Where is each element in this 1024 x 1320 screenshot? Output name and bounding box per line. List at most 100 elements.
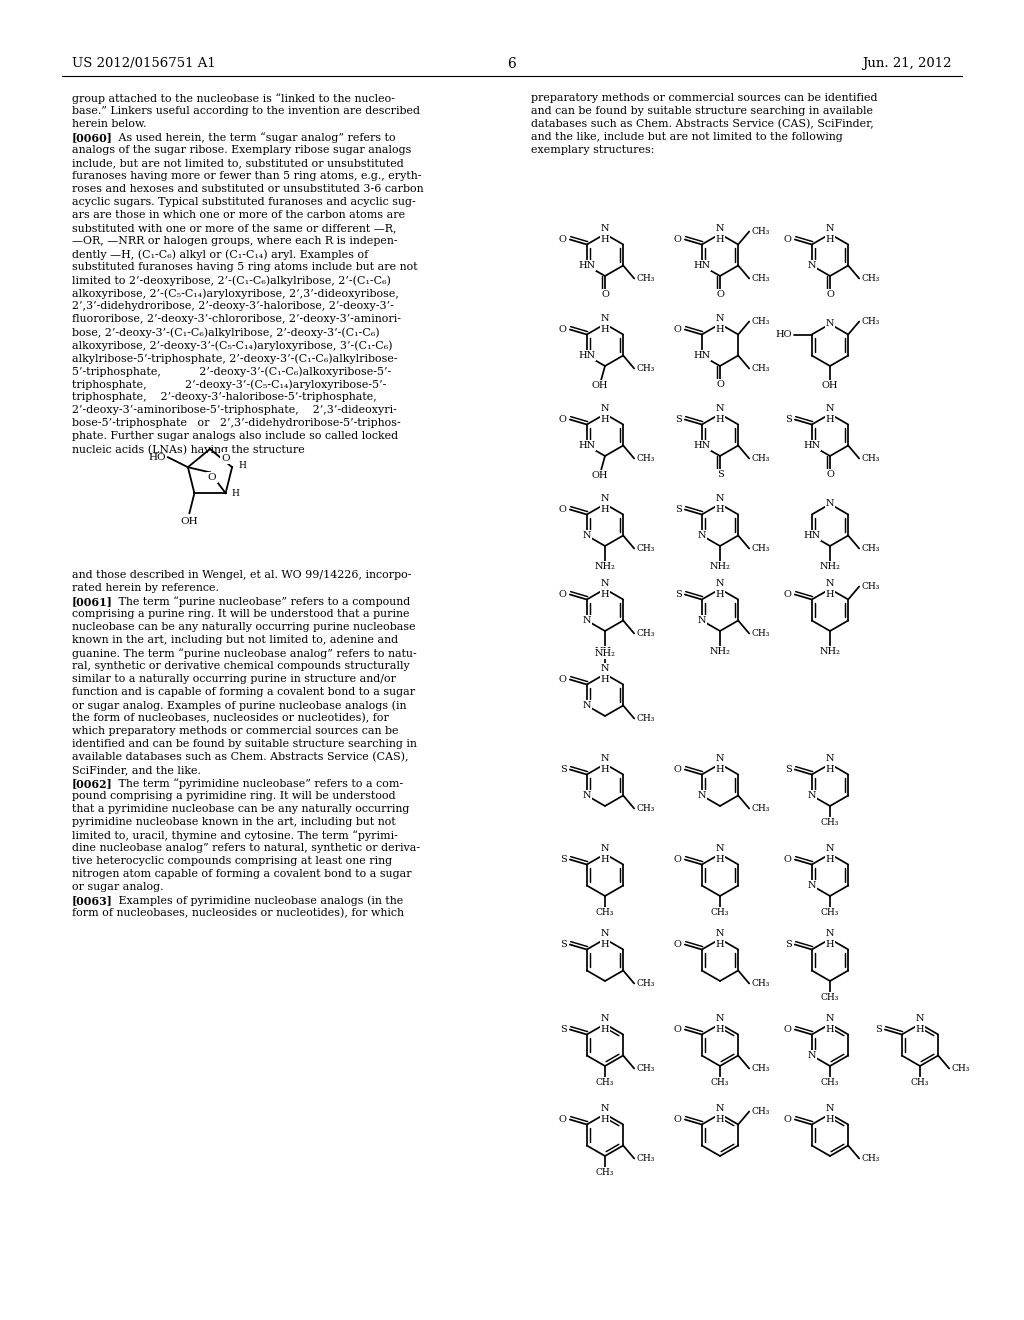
Text: N
H: N H: [601, 494, 609, 513]
Text: 2’,3’-didehydroribose, 2’-deoxy-3’-haloribose, 2’-deoxy-3’-: 2’,3’-didehydroribose, 2’-deoxy-3’-halor…: [72, 301, 394, 312]
Text: O: O: [784, 1115, 792, 1125]
Text: N: N: [697, 616, 707, 624]
Text: preparatory methods or commercial sources can be identified: preparatory methods or commercial source…: [531, 92, 878, 103]
Text: or sugar analog.: or sugar analog.: [72, 882, 164, 892]
Text: The term “purine nucleobase” refers to a compound: The term “purine nucleobase” refers to a…: [108, 597, 411, 607]
Text: function and is capable of forming a covalent bond to a sugar: function and is capable of forming a cov…: [72, 686, 415, 697]
Text: CH₃: CH₃: [861, 454, 880, 463]
Text: N
H: N H: [825, 845, 835, 863]
Text: —OR, —NRR or halogen groups, where each R is indepen-: —OR, —NRR or halogen groups, where each …: [72, 236, 397, 246]
Text: H: H: [231, 488, 240, 498]
Text: nitrogen atom capable of forming a covalent bond to a sugar: nitrogen atom capable of forming a coval…: [72, 869, 412, 879]
Text: S: S: [560, 1026, 567, 1034]
Text: OH: OH: [592, 471, 608, 480]
Text: O: O: [222, 454, 230, 462]
Text: NH₂: NH₂: [595, 647, 615, 656]
Text: CH₃: CH₃: [752, 630, 770, 638]
Text: ars are those in which one or more of the carbon atoms are: ars are those in which one or more of th…: [72, 210, 406, 220]
Text: fluororibose, 2’-deoxy-3’-chlororibose, 2’-deoxy-3’-aminori-: fluororibose, 2’-deoxy-3’-chlororibose, …: [72, 314, 401, 323]
Text: N
H: N H: [825, 404, 835, 424]
Text: CH₃: CH₃: [821, 818, 840, 828]
Text: HO: HO: [148, 453, 166, 462]
Text: NH₂: NH₂: [819, 647, 841, 656]
Text: ral, synthetic or derivative chemical compounds structurally: ral, synthetic or derivative chemical co…: [72, 661, 410, 671]
Text: dently —H, (C₁-C₆) alkyl or (C₁-C₁₄) aryl. Examples of: dently —H, (C₁-C₆) alkyl or (C₁-C₁₄) ary…: [72, 249, 369, 260]
Text: N: N: [808, 880, 816, 890]
Text: CH₃: CH₃: [821, 1078, 840, 1086]
Text: N: N: [825, 319, 835, 329]
Text: Jun. 21, 2012: Jun. 21, 2012: [862, 57, 952, 70]
Text: HN: HN: [803, 531, 820, 540]
Text: and the like, include but are not limited to the following: and the like, include but are not limite…: [531, 132, 843, 143]
Text: OH: OH: [180, 516, 199, 525]
Text: roses and hexoses and substituted or unsubstituted 3-6 carbon: roses and hexoses and substituted or uns…: [72, 183, 424, 194]
Text: N
H: N H: [716, 1014, 724, 1034]
Text: CH₃: CH₃: [636, 454, 654, 463]
Text: N: N: [825, 499, 835, 508]
Text: N
H: N H: [716, 314, 724, 334]
Text: O: O: [674, 940, 682, 949]
Text: OH: OH: [592, 381, 608, 389]
Text: alkoxyribose, 2’-deoxy-3’-(C₅-C₁₄)aryloxyribose, 3’-(C₁-C₆): alkoxyribose, 2’-deoxy-3’-(C₅-C₁₄)arylox…: [72, 341, 392, 351]
Text: N: N: [808, 261, 816, 271]
Text: databases such as Chem. Abstracts Service (CAS), SciFinder,: databases such as Chem. Abstracts Servic…: [531, 119, 873, 129]
Text: N
H: N H: [825, 929, 835, 949]
Text: O: O: [784, 1026, 792, 1034]
Text: N: N: [583, 531, 591, 540]
Text: N
H: N H: [601, 664, 609, 684]
Text: NH₂: NH₂: [710, 647, 730, 656]
Text: 6: 6: [508, 57, 516, 71]
Text: N: N: [697, 791, 707, 800]
Text: CH₃: CH₃: [636, 1064, 654, 1073]
Text: CH₃: CH₃: [711, 908, 729, 917]
Text: similar to a naturally occurring purine in structure and/or: similar to a naturally occurring purine …: [72, 675, 396, 684]
Text: N
H: N H: [601, 404, 609, 424]
Text: S: S: [785, 766, 792, 774]
Text: base.” Linkers useful according to the invention are described: base.” Linkers useful according to the i…: [72, 106, 420, 116]
Text: phate. Further sugar analogs also include so called locked: phate. Further sugar analogs also includ…: [72, 432, 398, 441]
Text: HN: HN: [579, 261, 595, 271]
Text: CH₃: CH₃: [752, 979, 770, 987]
Text: CH₃: CH₃: [596, 1078, 614, 1086]
Text: As used herein, the term “sugar analog” refers to: As used herein, the term “sugar analog” …: [108, 132, 395, 143]
Text: O: O: [559, 325, 567, 334]
Text: US 2012/0156751 A1: US 2012/0156751 A1: [72, 57, 216, 70]
Text: O: O: [208, 473, 216, 482]
Text: CH₃: CH₃: [752, 804, 770, 813]
Text: and those described in Wengel, et al. WO 99/14226, incorpo-: and those described in Wengel, et al. WO…: [72, 570, 412, 579]
Text: CH₃: CH₃: [861, 582, 880, 591]
Text: pyrimidine nucleobase known in the art, including but not: pyrimidine nucleobase known in the art, …: [72, 817, 395, 828]
Text: nucleic acids (LNAs) having the structure: nucleic acids (LNAs) having the structur…: [72, 444, 305, 454]
Text: CH₃: CH₃: [636, 275, 654, 282]
Text: 2’-deoxy-3’-aminoribose-5’-triphosphate,    2’,3’-dideoxyri-: 2’-deoxy-3’-aminoribose-5’-triphosphate,…: [72, 405, 397, 414]
Text: N: N: [583, 701, 591, 710]
Text: S: S: [560, 766, 567, 774]
Text: S: S: [560, 940, 567, 949]
Text: N
H: N H: [825, 1105, 835, 1123]
Text: O: O: [674, 325, 682, 334]
Text: CH₃: CH₃: [910, 1078, 929, 1086]
Text: N
H: N H: [716, 929, 724, 949]
Text: CH₃: CH₃: [636, 714, 654, 723]
Text: HN: HN: [693, 351, 711, 360]
Text: tive heterocyclic compounds comprising at least one ring: tive heterocyclic compounds comprising a…: [72, 855, 392, 866]
Text: O: O: [559, 506, 567, 513]
Text: CH₃: CH₃: [951, 1064, 970, 1073]
Text: The term “pyrimidine nucleobase” refers to a com-: The term “pyrimidine nucleobase” refers …: [108, 777, 403, 789]
Text: S: S: [675, 590, 682, 599]
Text: CH₃: CH₃: [596, 1168, 614, 1177]
Text: which preparatory methods or commercial sources can be: which preparatory methods or commercial …: [72, 726, 398, 737]
Text: HN: HN: [579, 441, 595, 450]
Text: CH₃: CH₃: [752, 317, 770, 326]
Text: CH₃: CH₃: [861, 1154, 880, 1163]
Text: nucleobase can be any naturally occurring purine nucleobase: nucleobase can be any naturally occurrin…: [72, 622, 416, 632]
Text: N
H: N H: [601, 754, 609, 774]
Text: O: O: [784, 855, 792, 865]
Text: CH₃: CH₃: [752, 544, 770, 553]
Text: N
H: N H: [825, 1014, 835, 1034]
Text: HN: HN: [693, 261, 711, 271]
Text: furanoses having more or fewer than 5 ring atoms, e.g., eryth-: furanoses having more or fewer than 5 ri…: [72, 172, 422, 181]
Text: CH₃: CH₃: [752, 364, 770, 374]
Text: or sugar analog. Examples of purine nucleobase analogs (in: or sugar analog. Examples of purine nucl…: [72, 700, 407, 710]
Text: S: S: [785, 414, 792, 424]
